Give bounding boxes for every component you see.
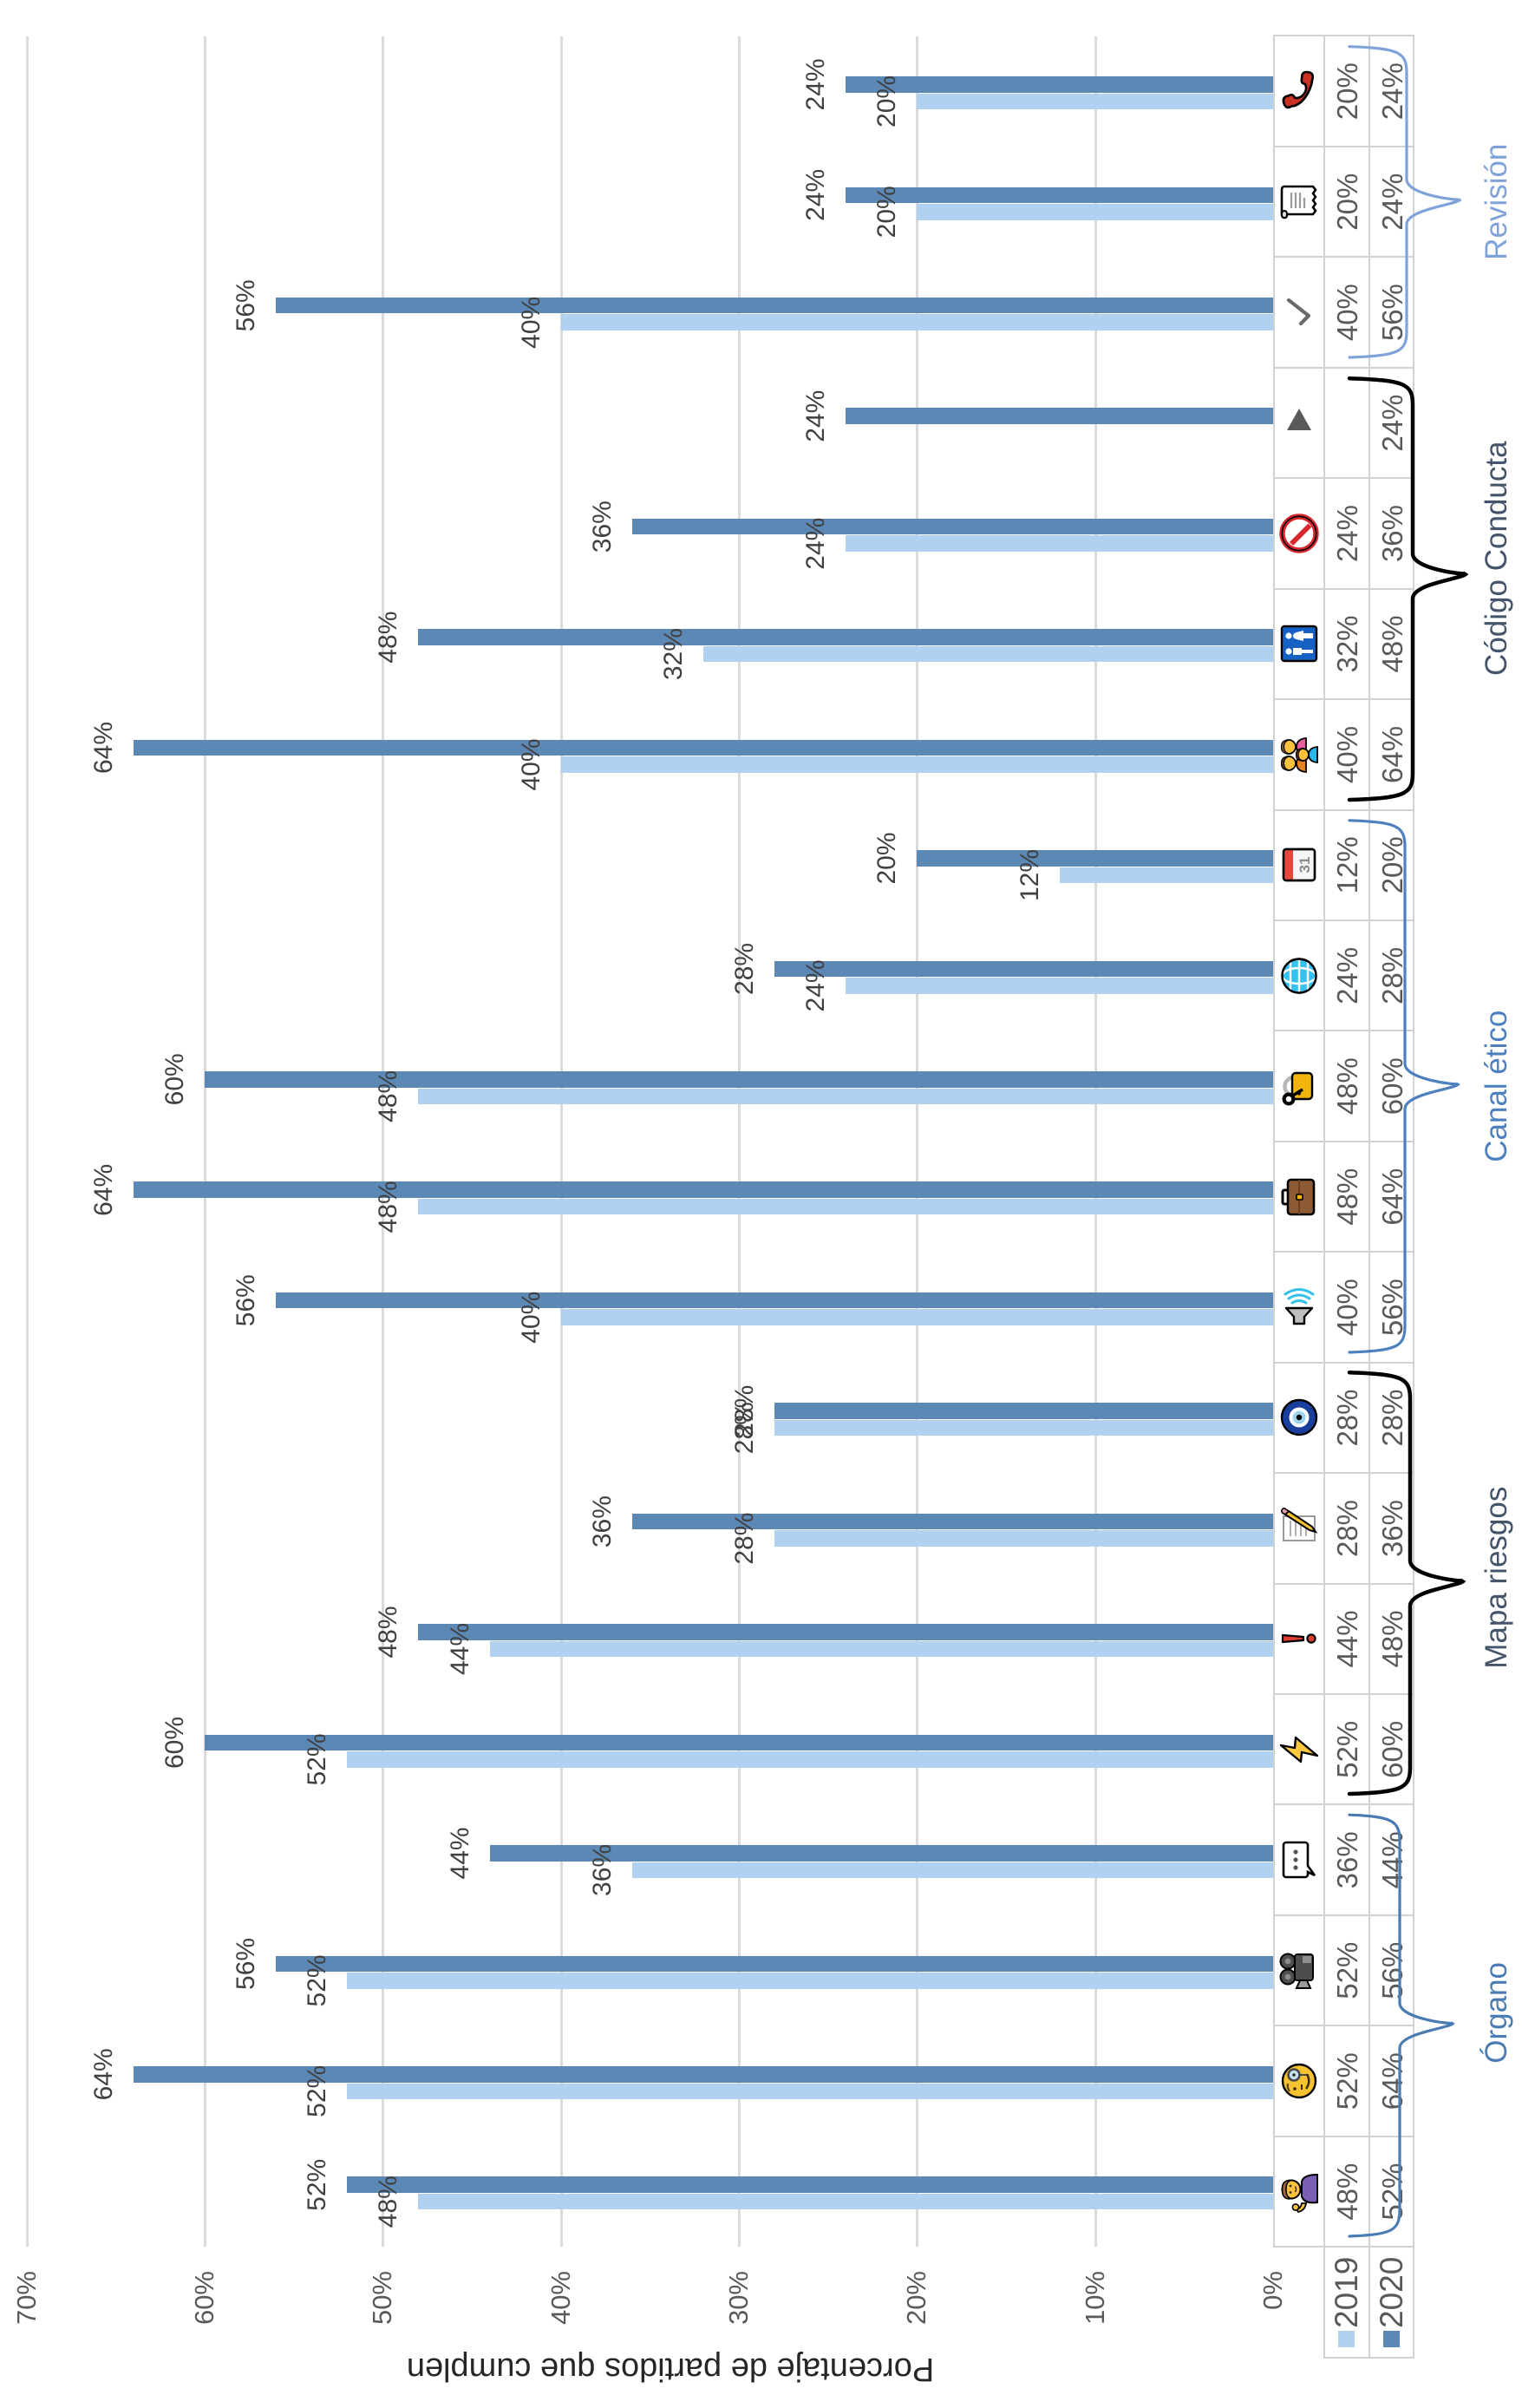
svg-text:31: 31: [1297, 857, 1313, 874]
